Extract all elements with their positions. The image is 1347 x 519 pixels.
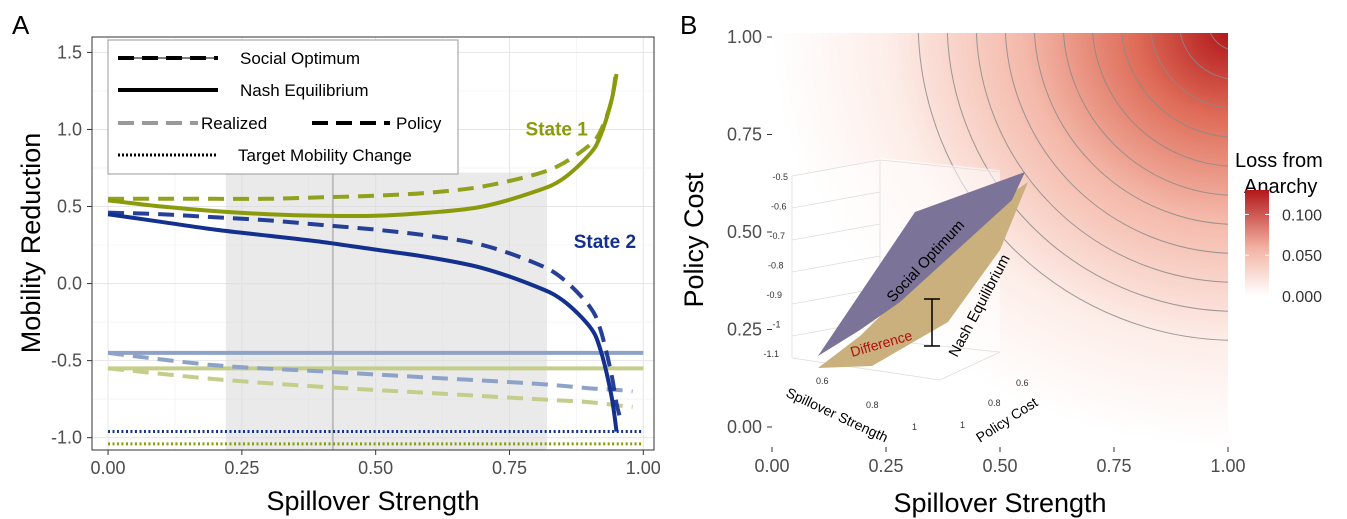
panel-a-x-ticks: 0.00 0.25 0.50 0.75 1.00 — [91, 450, 661, 478]
y-tick-label-0: -1.0 — [51, 428, 82, 448]
panel-b-y-ticks: 0.00 0.25 0.50 0.75 1.00 — [727, 27, 772, 437]
colorbar-tick-label-2: 0.100 — [1282, 207, 1322, 224]
b-x-tick-label-0: 0.00 — [754, 456, 789, 476]
colorbar-tick-label-1: 0.050 — [1282, 248, 1322, 265]
series-state2-nash-policy — [107, 212, 619, 432]
inset-grid — [791, 159, 1001, 381]
legend-nash-equilibrium: Nash Equilibrium — [240, 81, 369, 100]
colorbar-title-line1: Loss from — [1235, 150, 1323, 172]
b-y-tick-label-3: 0.75 — [727, 125, 762, 145]
inset-z-tick-5: -1 — [772, 320, 780, 330]
legend-realized: Realized — [201, 114, 267, 133]
social-optimum-surface — [818, 172, 1025, 356]
legend-box — [107, 39, 459, 175]
b-x-tick-label-3: 0.75 — [1096, 456, 1131, 476]
inset-x-tick-2: 1 — [912, 422, 917, 432]
y-tick-label-1: -0.5 — [51, 351, 82, 371]
b-x-tick-label-2: 0.50 — [982, 456, 1017, 476]
panel-b-y-axis-title: Policy Cost — [679, 172, 709, 308]
state-1-label: State 1 — [526, 120, 589, 141]
b-y-tick-label-2: 0.50 — [727, 222, 762, 242]
x-tick-label-1: 0.25 — [224, 458, 259, 478]
panel-b-plot: 0.00 0.25 0.50 0.75 1.00 0.00 0.25 0.50 0.75 1.0… — [679, 27, 1323, 518]
inset-x-tick-1: 0.8 — [866, 400, 879, 410]
b-y-tick-label-4: 1.00 — [727, 27, 762, 47]
inset-x-tick-0: 0.6 — [816, 376, 829, 386]
inset-z-tick-3: -0.8 — [768, 261, 784, 271]
legend-policy: Policy — [396, 114, 442, 133]
panel-a-plot: 0.00 0.25 0.50 0.75 1.00 -1.0 -0.5 0.0 0.5 1.0 1.… — [16, 36, 661, 516]
panel-b-x-axis-title: Spillover Strength — [893, 488, 1106, 518]
legend: Social Optimum Nash Equilibrium Realized… — [107, 39, 459, 175]
inset-y-tick-0: 0.6 — [1016, 378, 1029, 388]
series-state2-optimum-policy — [107, 210, 624, 425]
panel-a-y-ticks: -1.0 -0.5 0.0 0.5 1.0 1.5 — [51, 42, 92, 448]
shaded-region — [225, 172, 547, 450]
y-tick-label-4: 1.0 — [57, 119, 82, 139]
inset-z-ticks: -0.5 -0.6 -0.7 -0.8 -0.9 -1 -1.1 — [763, 172, 788, 359]
inset-z-tick-1: -0.6 — [771, 202, 787, 212]
b-x-tick-label-4: 1.00 — [1210, 456, 1245, 476]
panel-b-x-ticks: 0.00 0.25 0.50 0.75 1.00 — [754, 447, 1246, 476]
b-y-tick-label-1: 0.25 — [727, 320, 762, 340]
y-tick-label-5: 1.5 — [57, 42, 82, 62]
panel-a-series — [107, 67, 644, 446]
state-2-label: State 2 — [574, 232, 636, 253]
x-tick-label-4: 1.00 — [626, 458, 661, 478]
difference-bar — [924, 298, 940, 347]
inset-z-tick-4: -0.9 — [766, 290, 782, 300]
y-tick-label-3: 0.5 — [57, 197, 82, 217]
y-tick-label-2: 0.0 — [57, 274, 82, 294]
panel-letter-b: B — [680, 10, 697, 40]
inset-y-tick-1: 0.8 — [988, 398, 1001, 408]
legend-target-mobility-change: Target Mobility Change — [238, 146, 412, 165]
colorbar-gradient — [1245, 190, 1269, 296]
b-y-tick-label-0: 0.00 — [727, 417, 762, 437]
colorbar-ticks: 0.000 0.050 0.100 — [1245, 207, 1322, 306]
x-tick-label-0: 0.00 — [91, 458, 126, 478]
panel-a-x-axis-title: Spillover Strength — [266, 486, 479, 516]
x-tick-label-3: 0.75 — [492, 458, 527, 478]
legend-social-optimum: Social Optimum — [240, 49, 360, 68]
inset-z-tick-6: -1.1 — [763, 349, 779, 359]
shaded-band — [225, 172, 547, 450]
series-state1-optimum-realized — [107, 366, 633, 409]
inset-z-tick-0: -0.5 — [772, 172, 788, 182]
series-state1-nash-policy — [107, 73, 619, 219]
panel-a-frame — [91, 36, 655, 451]
panel-letter-a: A — [12, 10, 30, 40]
inset-z-tick-2: -0.7 — [769, 231, 785, 241]
b-x-tick-label-1: 0.25 — [868, 456, 903, 476]
panel-a-y-axis-title: Mobility Reduction — [16, 133, 46, 354]
colorbar-tick-label-0: 0.000 — [1282, 289, 1322, 306]
x-tick-label-2: 0.50 — [358, 458, 393, 478]
inset-y-tick-2: 1 — [960, 420, 965, 430]
